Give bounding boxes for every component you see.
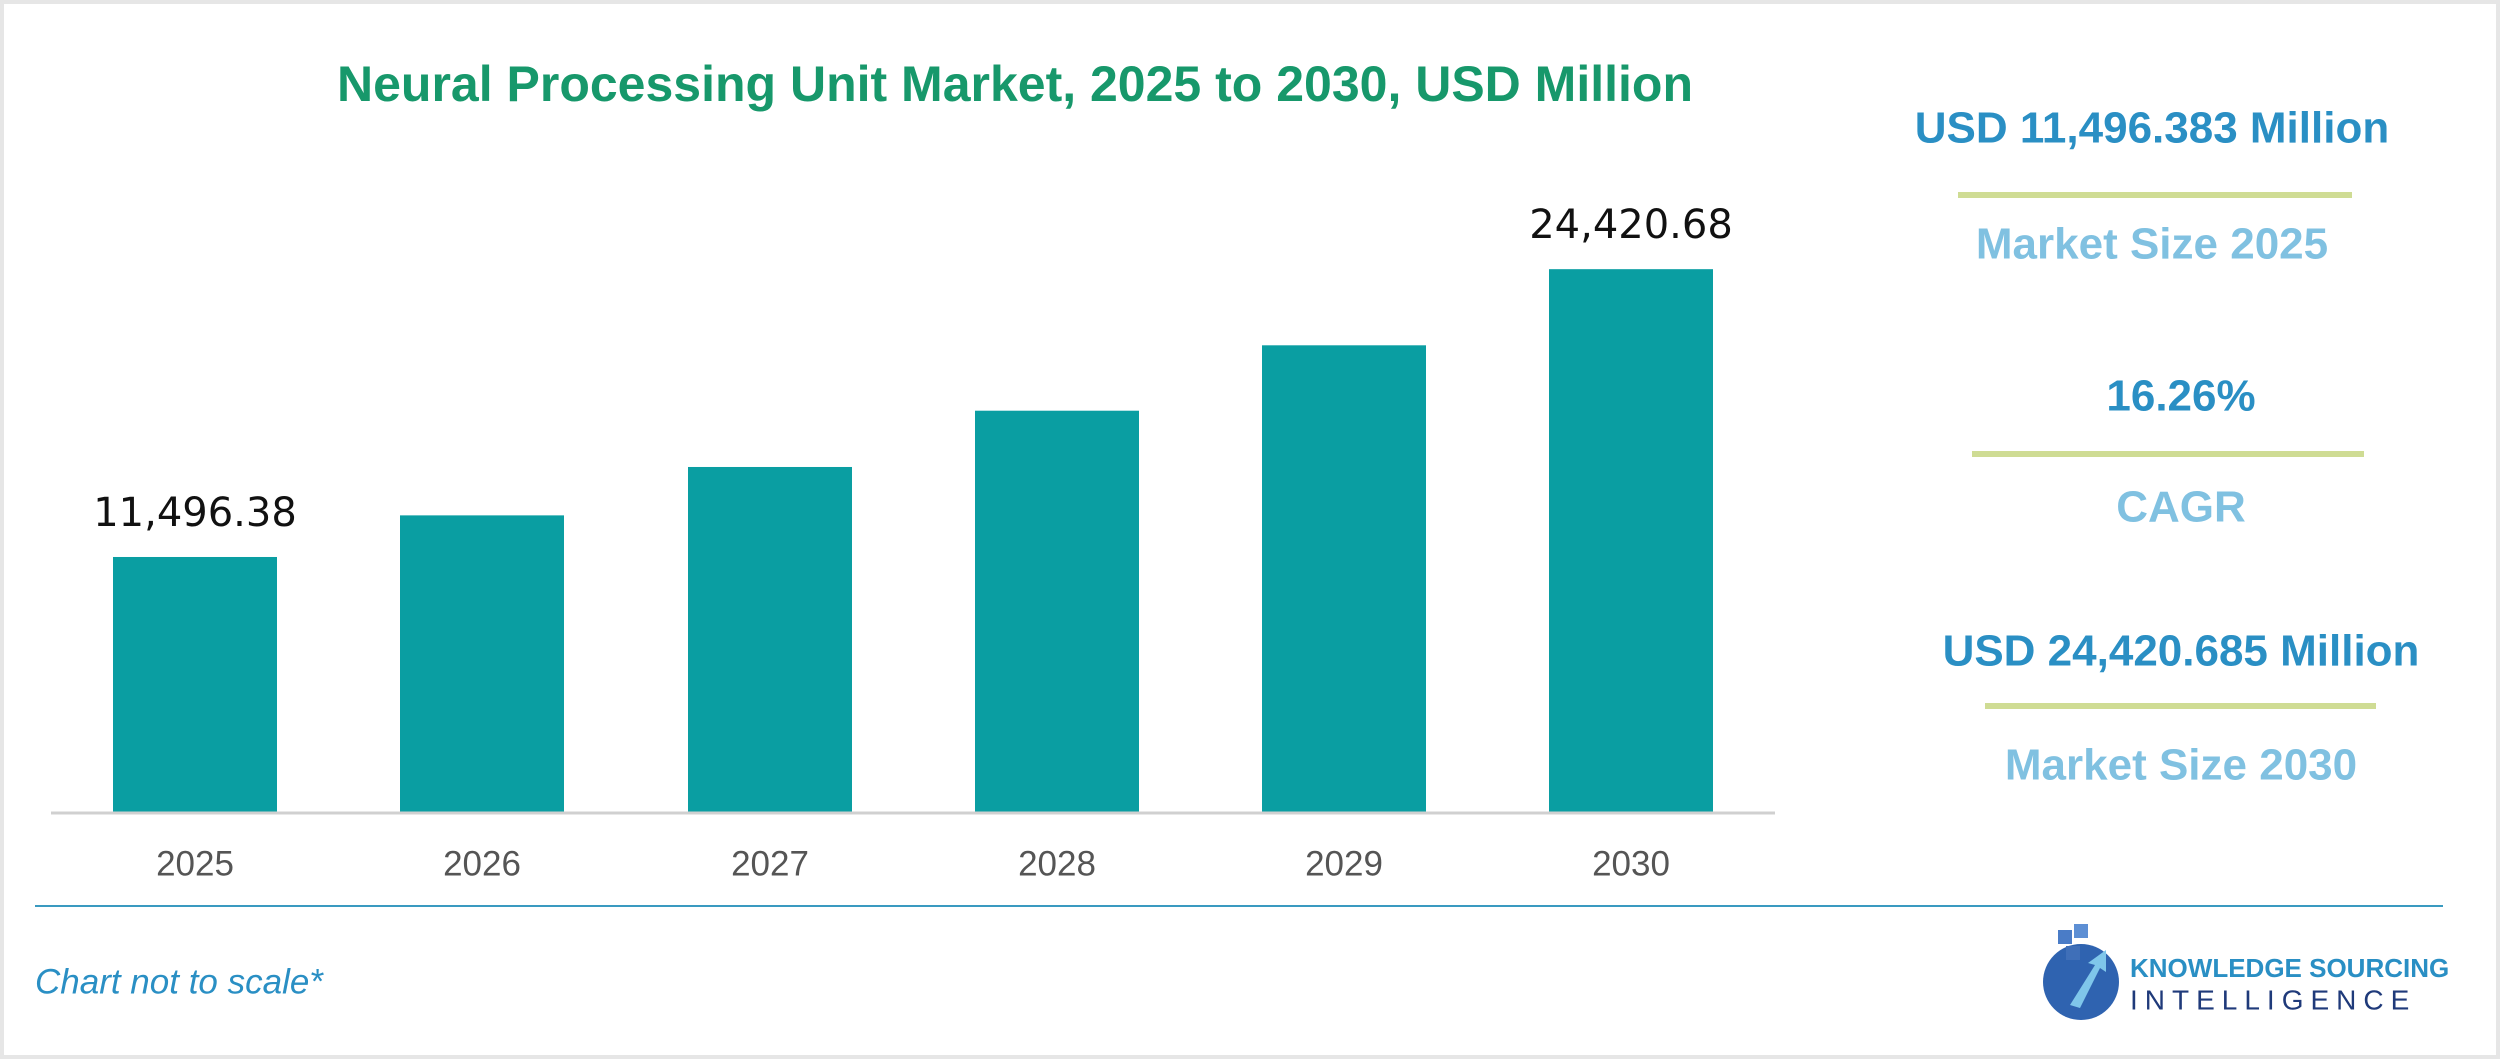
x-tick-label: 2028 [1018, 844, 1096, 883]
bar [1262, 345, 1426, 813]
summary-value: USD 11,496.383 Million [1915, 104, 2389, 153]
summary-label: CAGR [2116, 483, 2246, 532]
logo-line1: KNOWLEDGE SOURCING [2130, 953, 2449, 983]
bar [975, 410, 1139, 813]
x-tick-label: 2030 [1592, 844, 1670, 883]
logo-line2: INTELLIGENCE [2130, 984, 2416, 1015]
summary-label: Market Size 2030 [2005, 741, 2357, 790]
x-tick-label: 2029 [1305, 844, 1383, 883]
x-tick-label: 2025 [156, 844, 234, 883]
logo-icon [2043, 924, 2119, 1020]
bar [113, 556, 277, 813]
x-tick-label: 2026 [443, 844, 521, 883]
bar [400, 515, 564, 813]
bar [1549, 269, 1713, 813]
x-tick-label: 2027 [731, 844, 809, 883]
value-label: 24,420.68 [1529, 202, 1733, 248]
summary-value: USD 24,420.685 Million [1943, 627, 2420, 676]
footnote: Chart not to scale* [35, 962, 324, 1001]
bar [688, 466, 852, 813]
summary-value: 16.26% [2106, 372, 2255, 421]
chart-title: Neural Processing Unit Market, 2025 to 2… [337, 56, 1693, 112]
summary-label: Market Size 2025 [1976, 220, 2328, 269]
value-label: 11,496.38 [93, 490, 297, 536]
